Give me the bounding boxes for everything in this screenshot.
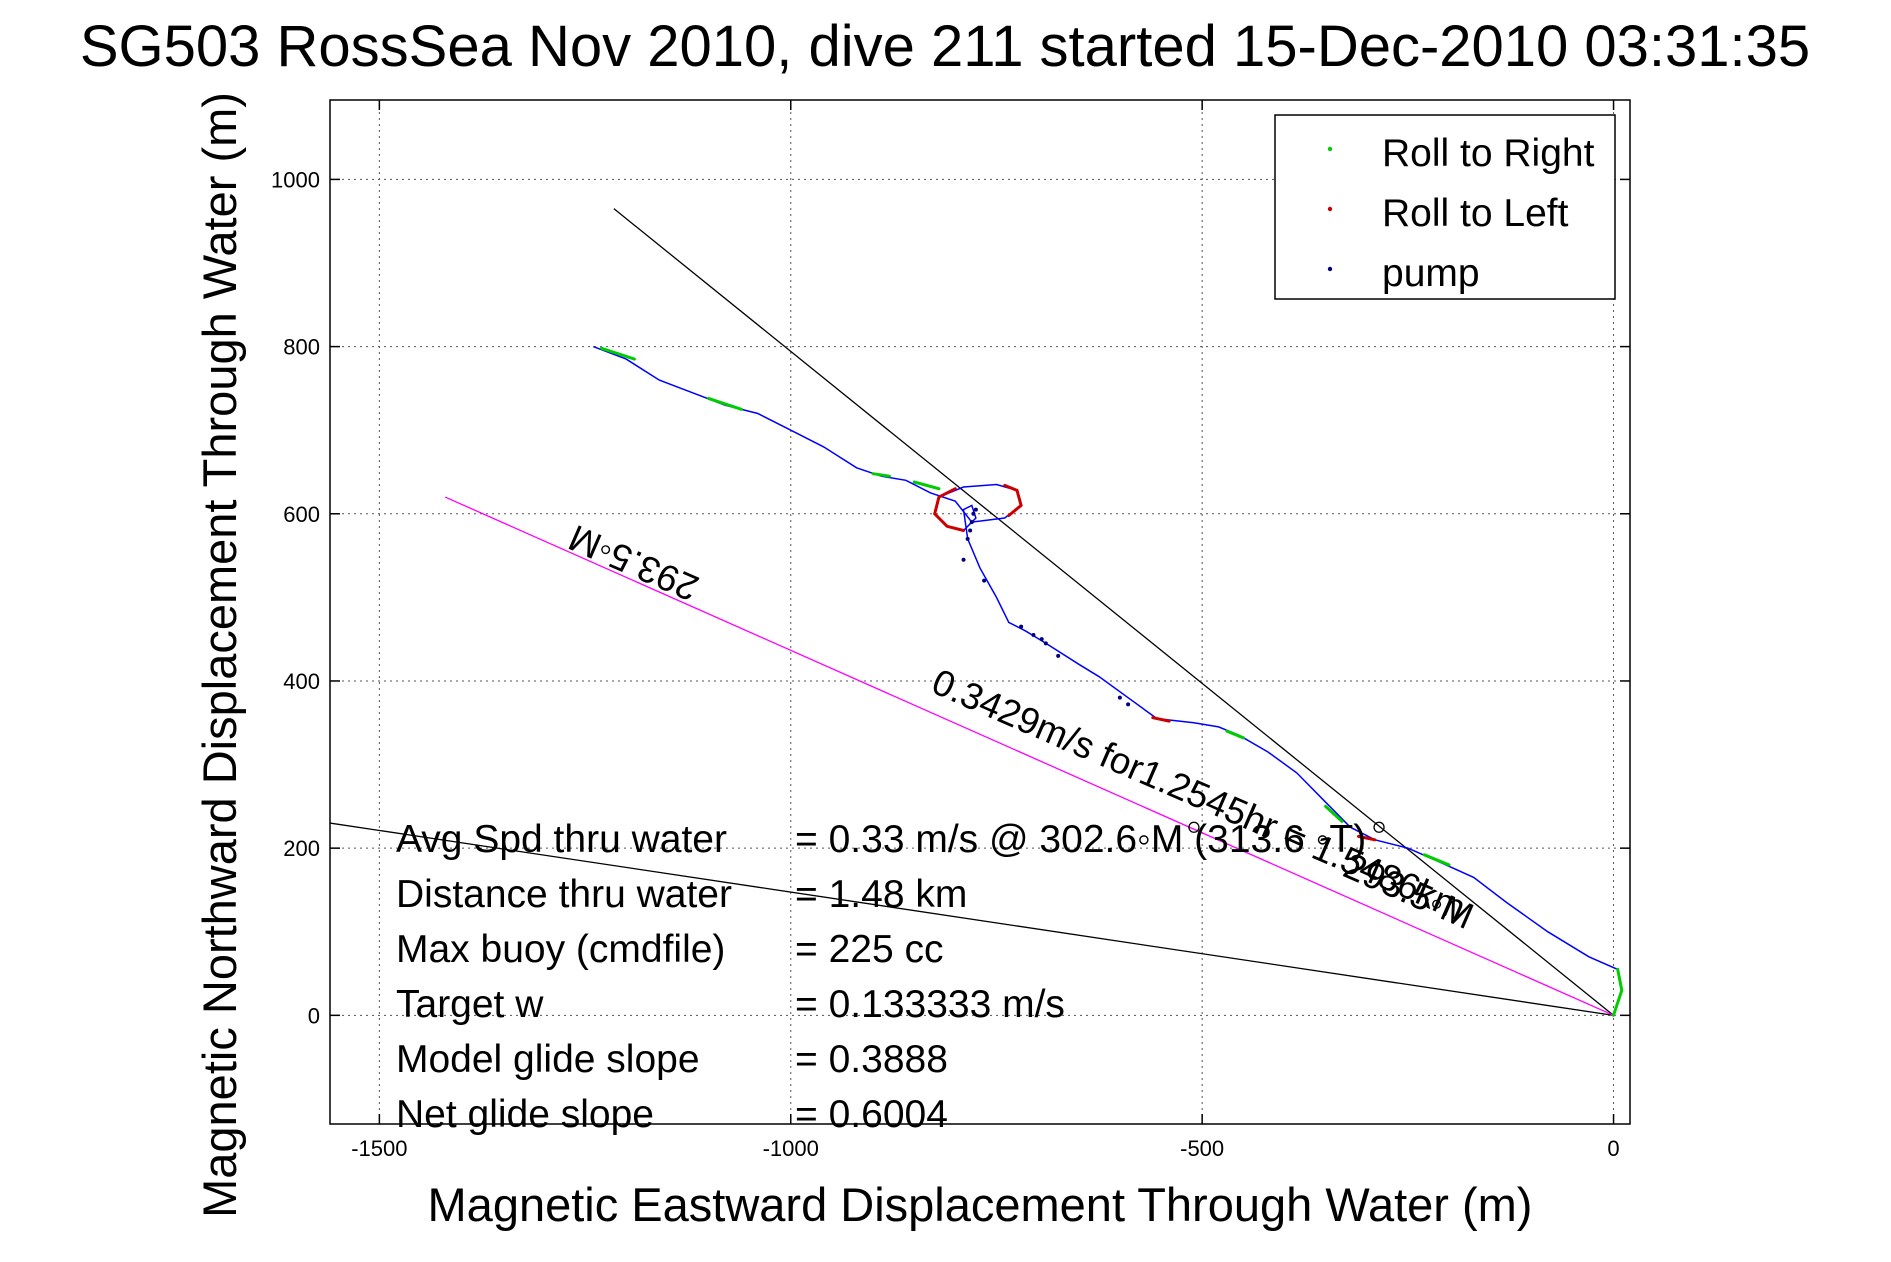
circle-marker — [1188, 821, 1200, 833]
pump-point — [1117, 695, 1122, 700]
y-tick-label: 400 — [283, 669, 320, 694]
pump-point — [1043, 641, 1048, 646]
roll-right-segment — [600, 346, 636, 361]
summary-label: Max buoy (cmdfile) — [396, 928, 725, 971]
markers — [1188, 821, 1385, 833]
y-axis-label: Magnetic Northward Displacement Through … — [193, 92, 246, 1218]
x-tick-label: -1500 — [351, 1136, 407, 1161]
circle-marker — [1373, 821, 1385, 833]
summary-label: Distance thru water — [396, 873, 732, 916]
reference-line — [613, 208, 1614, 1016]
x-ticks: -1500 -1000 -500 0 — [351, 100, 1620, 1161]
chart-title: SG503 RossSea Nov 2010, dive 211 started… — [80, 14, 1810, 79]
summary-text: Avg Spd thru water = 0.33 m/s @ 302.6◦M (… — [396, 818, 1366, 1136]
summary-value: = 0.3888 — [795, 1038, 948, 1081]
roll-left-segment — [1003, 483, 1023, 517]
y-tick-label: 0 — [308, 1003, 320, 1028]
x-tick-label: -1000 — [763, 1136, 819, 1161]
pump-point — [961, 557, 966, 562]
x-tick-label: -500 — [1180, 1136, 1224, 1161]
pump-point — [1019, 624, 1024, 629]
y-tick-label: 800 — [283, 335, 320, 360]
pump-point — [1126, 702, 1131, 707]
pump-point — [969, 520, 974, 525]
pump-point — [973, 507, 978, 512]
pump-point — [1056, 653, 1061, 658]
legend: Roll to Right Roll to Left pump — [1274, 114, 1616, 300]
summary-label: Avg Spd thru water — [396, 818, 727, 861]
summary-value: = 0.33 m/s @ 302.6◦M (313.6 ◦T) — [795, 818, 1366, 861]
reference-lines — [329, 208, 1614, 1016]
y-tick-label: 200 — [283, 836, 320, 861]
roll-left-segment — [1151, 716, 1171, 723]
pump-point — [971, 511, 976, 516]
summary-label: Model glide slope — [396, 1038, 700, 1081]
roll-right-segments — [600, 346, 1624, 1017]
roll-left-segment — [933, 487, 965, 532]
pump-point — [1031, 632, 1036, 637]
roll-right-segment — [707, 396, 743, 411]
roll-right-segment — [871, 472, 891, 478]
pump-points — [961, 507, 1131, 707]
roll-right-segment — [912, 480, 941, 491]
summary-label: Target w — [396, 983, 544, 1026]
reference-line — [329, 822, 1614, 1016]
legend-swatch — [1327, 146, 1333, 152]
y-tick-label: 1000 — [271, 167, 320, 192]
pump-point — [1039, 637, 1044, 642]
pump-point — [968, 528, 973, 533]
x-axis-label: Magnetic Eastward Displacement Through W… — [428, 1178, 1533, 1231]
pump-point — [965, 536, 970, 541]
legend-swatch — [1327, 206, 1333, 212]
roll-right-segment — [1225, 729, 1245, 740]
summary-label: Net glide slope — [396, 1093, 654, 1136]
grid — [330, 100, 1630, 1124]
legend-swatch — [1327, 266, 1333, 272]
legend-label: pump — [1382, 252, 1480, 295]
pump-point — [982, 578, 987, 583]
roll-left-segment — [1357, 834, 1377, 842]
legend-label: Roll to Left — [1382, 192, 1569, 235]
roll-left-segments — [933, 483, 1377, 842]
summary-value: = 0.133333 m/s — [795, 983, 1065, 1026]
y-tick-label: 600 — [283, 502, 320, 527]
reference-line — [444, 496, 1614, 1016]
summary-value: = 1.48 km — [795, 873, 967, 916]
summary-value: = 225 cc — [795, 928, 944, 971]
x-tick-label: 0 — [1607, 1136, 1619, 1161]
roll-right-segment — [1612, 967, 1624, 1017]
summary-value: = 0.6004 — [795, 1093, 948, 1136]
y-ticks: 0 200 400 600 800 1000 — [271, 167, 1630, 1028]
roll-right-segment — [1324, 804, 1344, 823]
roll-right-segment — [1422, 853, 1451, 867]
legend-label: Roll to Right — [1382, 132, 1595, 175]
